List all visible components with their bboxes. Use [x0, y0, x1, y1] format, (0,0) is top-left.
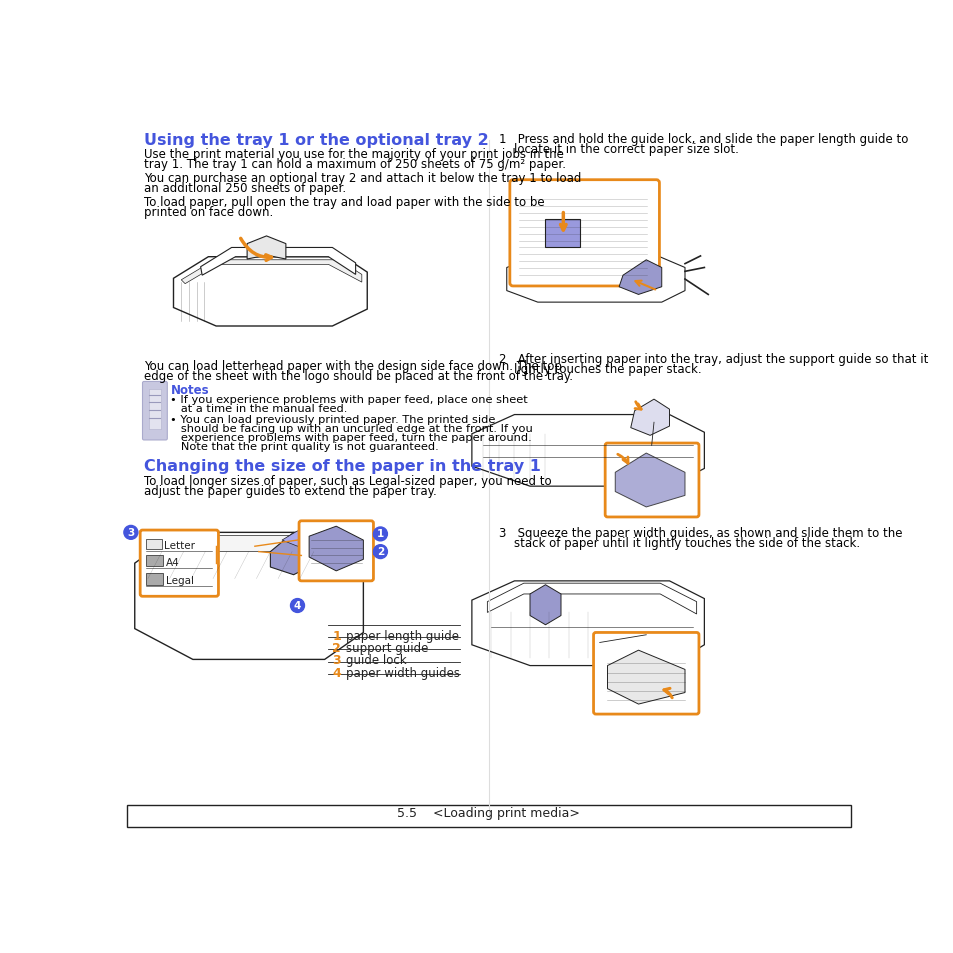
Text: guide lock: guide lock: [346, 654, 407, 666]
Text: 4: 4: [332, 666, 341, 679]
Polygon shape: [472, 581, 703, 666]
Text: 3   Squeeze the paper width guides, as shown and slide them to the: 3 Squeeze the paper width guides, as sho…: [498, 527, 902, 539]
Text: • If you experience problems with paper feed, place one sheet: • If you experience problems with paper …: [171, 395, 528, 404]
FancyBboxPatch shape: [298, 521, 373, 581]
Text: experience problems with paper feed, turn the paper around.: experience problems with paper feed, tur…: [171, 433, 532, 443]
FancyBboxPatch shape: [509, 180, 659, 287]
Text: adjust the paper guides to extend the paper tray.: adjust the paper guides to extend the pa…: [144, 484, 436, 497]
Polygon shape: [134, 533, 363, 659]
Text: edge of the sheet with the logo should be placed at the front of the tray.: edge of the sheet with the logo should b…: [144, 370, 573, 383]
Circle shape: [373, 527, 387, 541]
Text: Note that the print quality is not guaranteed.: Note that the print quality is not guara…: [171, 442, 438, 452]
Polygon shape: [472, 416, 703, 487]
Text: 1: 1: [332, 629, 341, 642]
Polygon shape: [487, 583, 696, 615]
Text: paper width guides: paper width guides: [346, 666, 460, 679]
Polygon shape: [270, 533, 316, 575]
Polygon shape: [200, 248, 355, 275]
Polygon shape: [630, 399, 669, 436]
Text: A4: A4: [166, 558, 179, 567]
Text: an additional 250 sheets of paper.: an additional 250 sheets of paper.: [144, 182, 346, 195]
Polygon shape: [282, 531, 309, 547]
Text: 2: 2: [376, 546, 384, 557]
Bar: [146, 574, 163, 585]
Text: You can load letterhead paper with the design side face down. The top: You can load letterhead paper with the d…: [144, 359, 561, 373]
Text: at a time in the manual feed.: at a time in the manual feed.: [171, 403, 348, 414]
Text: • You can load previously printed paper. The printed side: • You can load previously printed paper.…: [171, 415, 496, 424]
Text: 3: 3: [332, 654, 340, 666]
Text: Changing the size of the paper in the tray 1: Changing the size of the paper in the tr…: [144, 459, 540, 474]
Text: support guide: support guide: [346, 641, 428, 655]
Polygon shape: [607, 651, 684, 704]
Text: 4: 4: [294, 600, 301, 610]
Polygon shape: [618, 260, 661, 295]
Text: stack of paper until it lightly touches the side of the stack.: stack of paper until it lightly touches …: [498, 537, 860, 550]
Text: You can purchase an optional tray 2 and attach it below the tray 1 to load: You can purchase an optional tray 2 and …: [144, 172, 580, 185]
Text: paper length guide: paper length guide: [346, 629, 458, 642]
Text: 2   After inserting paper into the tray, adjust the support guide so that it: 2 After inserting paper into the tray, a…: [498, 353, 927, 366]
Circle shape: [124, 526, 137, 539]
Circle shape: [373, 545, 387, 559]
Polygon shape: [309, 527, 363, 571]
Text: 1   Press and hold the guide lock, and slide the paper length guide to: 1 Press and hold the guide lock, and sli…: [498, 132, 907, 146]
Text: Letter: Letter: [164, 540, 195, 551]
Text: To load longer sizes of paper, such as Legal-sized paper, you need to: To load longer sizes of paper, such as L…: [144, 475, 551, 487]
Text: should be facing up with an uncurled edge at the front. If you: should be facing up with an uncurled edg…: [171, 423, 533, 434]
Text: tray 1. The tray 1 can hold a maximum of 250 sheets of 75 g/m² paper.: tray 1. The tray 1 can hold a maximum of…: [144, 158, 565, 172]
Text: Legal: Legal: [166, 575, 193, 585]
Circle shape: [291, 598, 304, 613]
Bar: [127, 805, 850, 826]
Bar: [146, 539, 162, 550]
Text: 5.5    <Loading print media>: 5.5 <Loading print media>: [397, 806, 579, 820]
Text: locate it in the correct paper size slot.: locate it in the correct paper size slot…: [498, 143, 739, 155]
FancyBboxPatch shape: [142, 382, 167, 440]
FancyBboxPatch shape: [593, 633, 699, 715]
Polygon shape: [247, 236, 286, 260]
Polygon shape: [615, 454, 684, 507]
FancyBboxPatch shape: [604, 443, 699, 517]
Polygon shape: [506, 256, 684, 303]
Polygon shape: [181, 260, 361, 284]
Polygon shape: [149, 390, 161, 430]
Polygon shape: [142, 536, 357, 580]
Text: 2: 2: [332, 641, 341, 655]
FancyBboxPatch shape: [140, 531, 218, 597]
Text: To load paper, pull open the tray and load paper with the side to be: To load paper, pull open the tray and lo…: [144, 196, 544, 209]
Text: lightly touches the paper stack.: lightly touches the paper stack.: [498, 363, 700, 375]
Text: printed on face down.: printed on face down.: [144, 206, 273, 219]
Bar: [545, 220, 579, 248]
Polygon shape: [530, 585, 560, 625]
Text: 3: 3: [127, 527, 134, 537]
Text: Using the tray 1 or the optional tray 2: Using the tray 1 or the optional tray 2: [144, 132, 488, 148]
Text: 1: 1: [376, 529, 384, 538]
Text: Use the print material you use for the majority of your print jobs in the: Use the print material you use for the m…: [144, 149, 563, 161]
Bar: [146, 555, 163, 567]
Polygon shape: [173, 257, 367, 327]
Text: Notes: Notes: [171, 383, 209, 396]
